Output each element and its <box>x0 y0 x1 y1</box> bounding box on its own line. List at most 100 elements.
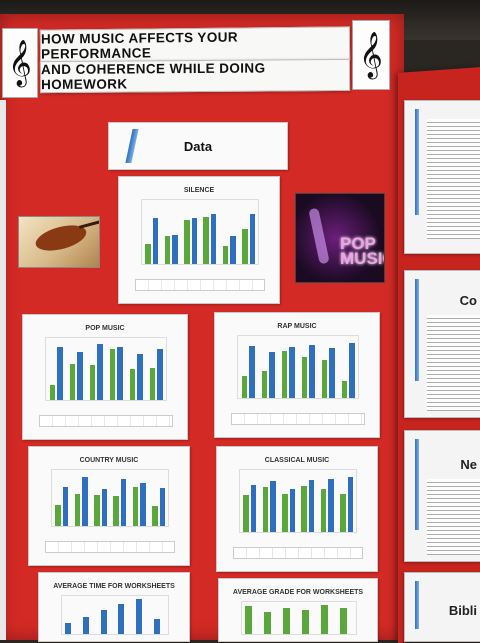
chart-bar-grade <box>74 493 81 526</box>
chart-plot-area <box>45 337 167 401</box>
chart-bar-time <box>308 479 315 532</box>
chart-bar-grade <box>149 367 156 400</box>
chart-title: COUNTRY MUSIC <box>79 457 139 464</box>
chart-card-country: COUNTRY MUSIC <box>28 446 190 566</box>
chart-bar-grade <box>129 369 136 400</box>
pop-music-photo: POP MUSIC <box>295 193 385 283</box>
chart-bar-time <box>135 599 142 634</box>
chart-bar-grade <box>69 364 76 400</box>
chart-card-avg-time: AVERAGE TIME FOR WORKSHEETS <box>38 572 190 642</box>
chart-bar-time <box>152 217 159 264</box>
chart-bar-time <box>157 349 163 400</box>
chart-bar-grade <box>321 605 328 634</box>
chart-bar-time <box>117 346 123 400</box>
chart-bar-time <box>100 610 107 634</box>
chart-bar-grade <box>320 488 327 532</box>
chart-bar-time <box>269 352 275 398</box>
chart-bar-grade <box>241 375 248 398</box>
chart-bar-grade <box>152 505 158 526</box>
chart-bar-time <box>349 343 355 398</box>
chart-bar-grade <box>302 610 309 634</box>
chart-title: RAP MUSIC <box>277 323 317 330</box>
chart-bar-grade <box>113 495 119 526</box>
chart-bar-time <box>140 483 146 526</box>
chart-bar-grade <box>243 494 249 532</box>
chart-data-table <box>45 541 175 553</box>
chart-bar-grade <box>245 605 252 634</box>
chart-bar-time <box>309 344 315 398</box>
chart-title: AVERAGE GRADE FOR WORKSHEETS <box>232 589 364 596</box>
chart-bar-grade <box>321 359 328 398</box>
chart-plot-area <box>61 595 169 635</box>
chart-bar-grade <box>340 607 347 634</box>
conclusion-heading: Co <box>459 293 477 308</box>
chart-bar-grade <box>222 246 229 264</box>
chart-title: AVERAGE TIME FOR WORKSHEETS <box>53 583 175 590</box>
chart-bar-time <box>270 481 276 532</box>
title-line-2: AND COHERENCE WHILE DOING HOMEWORK <box>39 58 351 94</box>
chart-plot-area <box>237 335 359 399</box>
chart-data-table <box>231 413 365 425</box>
chart-bar-time <box>101 489 107 526</box>
chart-bar-grade <box>242 229 248 264</box>
chart-bar-grade <box>55 504 61 526</box>
chart-data-table <box>39 415 173 427</box>
chart-bar-grade <box>283 608 290 634</box>
chart-bar-time <box>120 478 127 526</box>
chart-bar-time <box>347 477 353 532</box>
chart-bar-grade <box>262 487 269 532</box>
chart-bar-time <box>82 616 89 634</box>
chart-bar-grade <box>203 216 209 264</box>
chart-bar-grade <box>132 486 139 526</box>
chart-bar-grade <box>301 486 307 532</box>
chart-bar-time <box>249 345 255 398</box>
chart-title: SILENCE <box>183 187 215 194</box>
chart-bar-grade <box>89 365 96 400</box>
chart-title: POP MUSIC <box>85 325 125 332</box>
chart-card-pop: POP MUSIC <box>22 314 188 440</box>
chart-data-table <box>135 279 265 291</box>
chart-bar-grade <box>340 493 346 532</box>
chart-bar-time <box>328 478 334 532</box>
chart-bar-time <box>230 236 236 264</box>
chart-bar-time <box>172 234 178 264</box>
chart-bar-grade <box>145 243 151 264</box>
board-left-fold <box>0 100 6 640</box>
violin-photo <box>18 216 100 268</box>
chart-bar-grade <box>184 220 190 264</box>
chart-bar-time <box>97 344 103 400</box>
chart-plot-area <box>141 199 259 265</box>
chart-bar-grade <box>282 493 288 532</box>
chart-bar-grade <box>94 494 100 526</box>
chart-plot-area <box>51 469 169 527</box>
chart-bar-time <box>191 217 197 264</box>
title-line-1: HOW MUSIC AFFECTS YOUR PERFORMANCE <box>39 26 351 64</box>
chart-bar-grade <box>109 349 116 400</box>
pop-music-text: POP MUSIC <box>340 234 384 268</box>
chart-plot-area <box>239 469 357 533</box>
chart-bar-time <box>250 484 257 532</box>
chart-bar-grade <box>301 357 308 398</box>
chart-bar-grade <box>341 380 348 398</box>
chart-bar-time <box>137 354 143 400</box>
treble-clef-icon: 𝄞 <box>2 28 38 98</box>
chart-bar-time <box>118 604 125 634</box>
chart-bar-time <box>77 351 83 400</box>
bibliography-heading: Bibli <box>448 603 477 618</box>
chart-bar-grade <box>264 611 271 634</box>
chart-bar-grade <box>261 370 268 398</box>
chart-card-classical: CLASSICAL MUSIC <box>216 446 378 572</box>
chart-bar-grade <box>49 385 56 400</box>
side-bibliography-card: Bibli <box>404 572 480 642</box>
side-next-card: Ne <box>404 430 480 562</box>
chart-bar-time <box>210 214 217 264</box>
chart-bar-grade <box>164 235 171 264</box>
chart-bar-time <box>289 347 295 398</box>
next-heading: Ne <box>460 457 477 472</box>
treble-clef-icon: 𝄞 <box>352 20 390 90</box>
chart-card-avg-grade: AVERAGE GRADE FOR WORKSHEETS <box>218 578 378 642</box>
side-conclusion-card: Co <box>404 270 480 418</box>
chart-bar-time <box>329 348 335 398</box>
chart-bar-time <box>159 487 165 526</box>
chart-bar-time <box>249 214 255 264</box>
